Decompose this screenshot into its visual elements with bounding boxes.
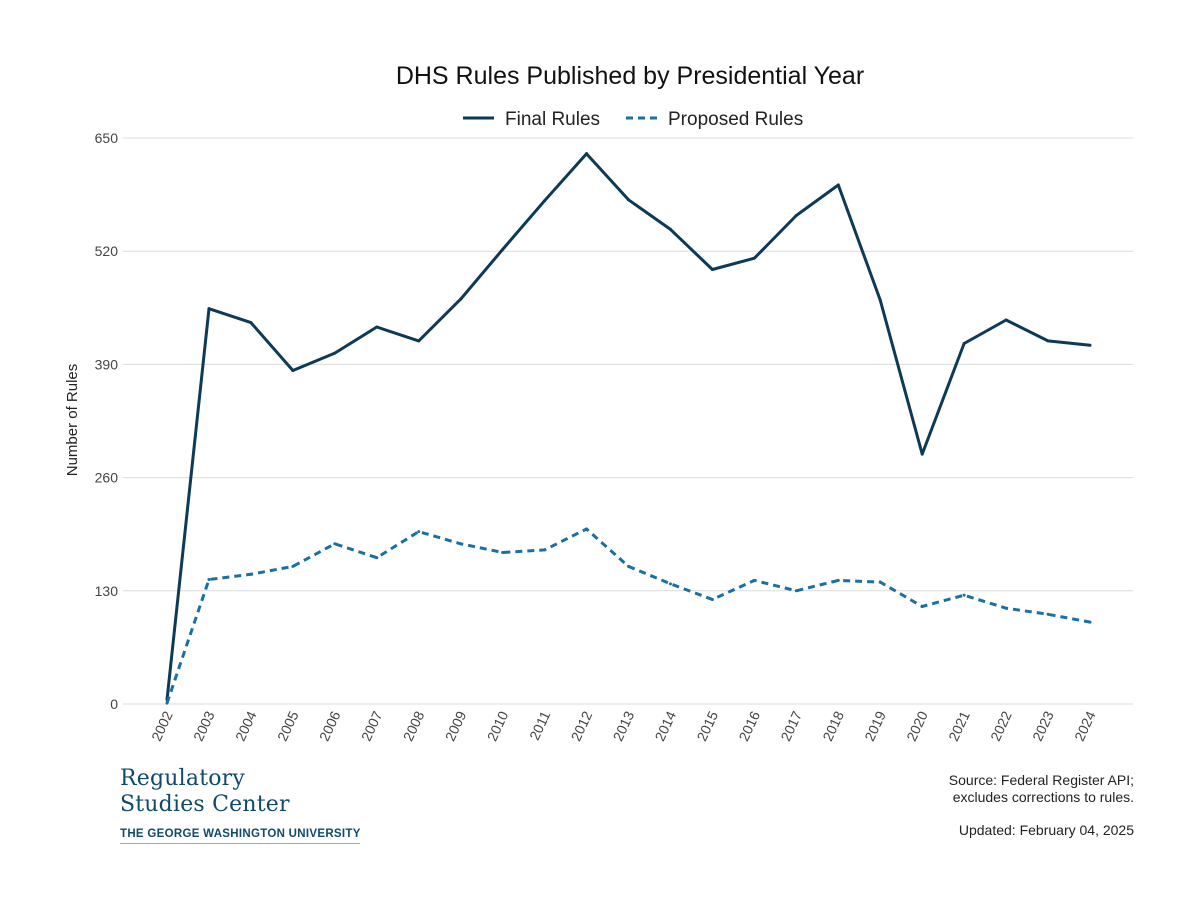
data-point-proposed (249, 572, 253, 576)
data-point-proposed (836, 578, 840, 582)
series-line-final-rules (165, 152, 1091, 700)
data-point-final (920, 452, 924, 456)
x-tick-label: 2002 (148, 708, 176, 743)
series-lines (165, 152, 1092, 705)
data-point-proposed (1088, 620, 1092, 624)
x-tick-label: 2009 (442, 708, 470, 743)
y-tick-label: 650 (95, 130, 119, 146)
x-tick-label: 2007 (358, 708, 386, 743)
x-tick-label: 2016 (735, 708, 763, 743)
x-tick-label: 2011 (526, 708, 553, 742)
gridlines (123, 137, 1133, 705)
legend: Final Rules Proposed Rules (463, 109, 803, 130)
y-tick-labels: 0 130 260 390 520 650 (95, 130, 119, 712)
logo-line-2: Studies Center (120, 792, 290, 817)
x-tick-label: 2014 (652, 708, 680, 743)
data-point-proposed (501, 550, 505, 554)
data-point-final (962, 342, 966, 346)
x-tick-labels: 2002 2003 2004 2005 2006 2007 2008 2009 2010 2011… (148, 708, 1099, 743)
data-point-final (668, 227, 672, 231)
data-point-final (836, 183, 840, 187)
source-line-1: Source: Federal Register API; (948, 772, 1134, 788)
data-point-proposed (375, 556, 379, 560)
data-point-proposed (165, 701, 169, 705)
x-tick-label: 2004 (232, 708, 260, 743)
data-point-final (1004, 318, 1008, 322)
data-point-proposed (962, 593, 966, 597)
y-tick-label: 390 (95, 356, 119, 372)
data-point-final (1088, 343, 1092, 347)
data-point-proposed (459, 542, 463, 546)
y-tick-label: 260 (95, 470, 119, 486)
data-point-final (459, 297, 463, 301)
x-tick-label: 2017 (777, 708, 805, 743)
data-point-final (291, 368, 295, 372)
data-point-proposed (417, 530, 421, 534)
data-point-final (375, 325, 379, 329)
x-tick-label: 2023 (1029, 708, 1057, 743)
x-tick-label: 2006 (316, 708, 344, 743)
data-point-proposed (207, 577, 211, 581)
x-tick-label: 2019 (861, 708, 889, 743)
data-point-proposed (710, 598, 714, 602)
data-point-final (627, 198, 630, 202)
x-tick-label: 2022 (987, 708, 1015, 743)
data-point-proposed (752, 578, 756, 582)
data-point-proposed (291, 564, 295, 568)
x-tick-label: 2015 (693, 708, 721, 743)
data-point-proposed (920, 604, 924, 608)
x-tick-label: 2013 (610, 708, 638, 743)
data-point-final (878, 298, 882, 302)
y-axis-label: Number of Rules (64, 364, 81, 477)
data-point-final (207, 307, 211, 311)
data-point-final (752, 256, 756, 260)
x-tick-label: 2018 (819, 708, 847, 743)
data-point-final (333, 351, 337, 355)
rsc-logo: Regulatory Studies Center THE GEORGE WAS… (120, 766, 360, 844)
source-note: Source: Federal Register API; excludes c… (949, 772, 1134, 806)
x-tick-label: 2005 (274, 708, 302, 743)
data-point-proposed (794, 589, 798, 593)
x-tick-label: 2012 (568, 708, 596, 743)
logo-line-1: Regulatory (120, 766, 246, 791)
data-point-final (543, 199, 547, 203)
data-point-proposed (543, 548, 547, 552)
data-point-proposed (668, 582, 672, 586)
chart-title: DHS Rules Published by Presidential Year (396, 62, 864, 90)
data-point-final (1046, 339, 1050, 343)
updated-date: Updated: February 04, 2025 (958, 822, 1134, 838)
data-point-proposed (333, 542, 337, 546)
data-point-proposed (1004, 606, 1008, 610)
data-point-proposed (878, 580, 882, 584)
data-point-final (501, 247, 505, 251)
data-point-final (710, 267, 714, 271)
x-tick-label: 2010 (484, 708, 512, 743)
data-point-final (417, 339, 421, 343)
data-point-proposed (1046, 612, 1050, 616)
series-line-proposed-rules (165, 527, 1091, 704)
y-tick-label: 130 (95, 583, 119, 599)
data-point-final (249, 321, 253, 325)
data-point-final (794, 213, 798, 217)
data-point-proposed (585, 527, 589, 531)
legend-proposed-label: Proposed Rules (668, 109, 803, 130)
x-tick-label: 2003 (190, 708, 218, 743)
data-point-final (585, 152, 589, 156)
data-point-proposed (627, 564, 630, 568)
x-tick-label: 2020 (903, 708, 931, 743)
x-tick-label: 2021 (945, 708, 973, 743)
y-tick-label: 520 (95, 243, 119, 259)
logo-university: THE GEORGE WASHINGTON UNIVERSITY (120, 828, 360, 844)
legend-final-label: Final Rules (505, 109, 600, 130)
y-tick-label: 0 (110, 696, 118, 712)
source-line-2: excludes corrections to rules. (952, 789, 1134, 805)
chart: DHS Rules Published by Presidential Year… (64, 62, 1133, 744)
x-tick-label: 2024 (1071, 708, 1099, 743)
x-tick-label: 2008 (400, 708, 428, 743)
